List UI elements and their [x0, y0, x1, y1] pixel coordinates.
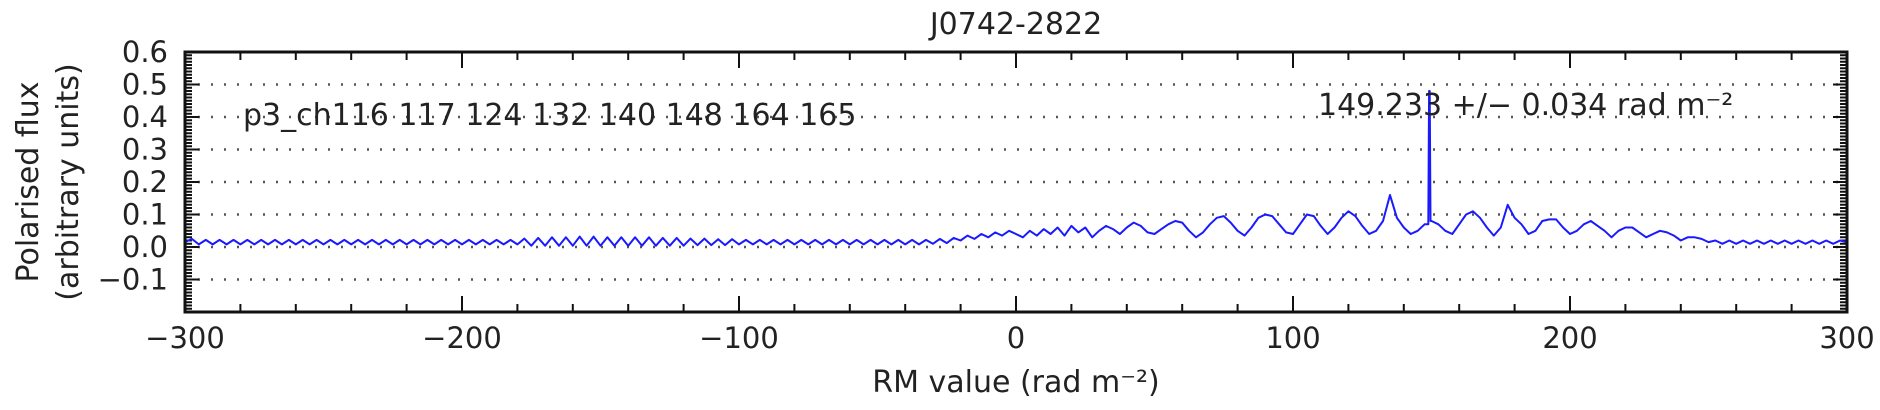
plot-frame [183, 50, 1849, 314]
y-tick-label: 0.1 [122, 198, 168, 232]
y-tick-label: −0.1 [98, 263, 168, 297]
channels-annotation: p3_ch116 117 124 132 140 148 164 165 [243, 98, 856, 133]
x-tick-label: 100 [1265, 321, 1320, 355]
y-axis-label-line2: (arbitrary units) [51, 63, 86, 300]
chart-title: J0742-2822 [928, 7, 1102, 42]
peak-annotation: 149.233 +/− 0.034 rad m⁻² [1318, 88, 1733, 123]
y-tick-label: 0.4 [122, 100, 168, 134]
y-tick-label: 0.6 [122, 35, 168, 69]
y-tick-label: 0.2 [122, 165, 168, 199]
x-tick-label: 0 [1007, 321, 1025, 355]
y-tick-label: 0.5 [122, 68, 168, 102]
x-axis-label: RM value (rad m⁻²) [872, 365, 1160, 400]
y-tick-label: 0.3 [122, 133, 168, 167]
tick-labels: −300 −200 −100 0 100 200 300−0.10.00.10.20.30.… [98, 35, 1875, 355]
y-tick-label: 0.0 [122, 230, 168, 264]
x-tick-label: −100 [699, 321, 779, 355]
x-tick-label: 300 [1819, 321, 1874, 355]
x-tick-label: 200 [1542, 321, 1597, 355]
x-tick-label: −200 [422, 321, 502, 355]
series-line [184, 90, 1848, 247]
y-axis-label-line1: Polarised flux [11, 81, 46, 282]
x-tick-label: −300 [145, 321, 225, 355]
